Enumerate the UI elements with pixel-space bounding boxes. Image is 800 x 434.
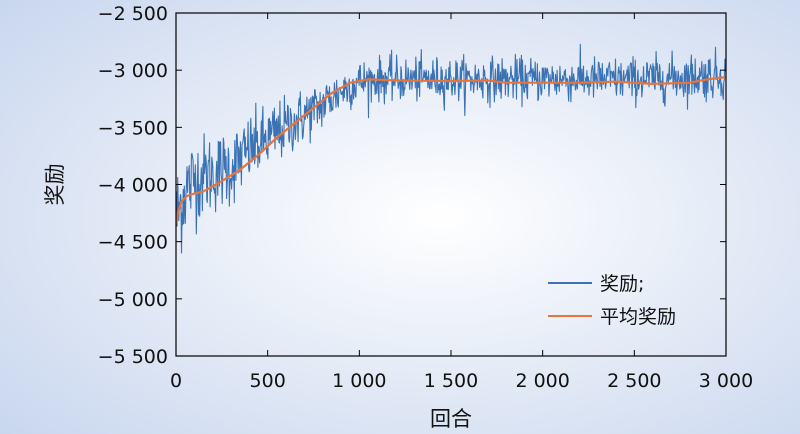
y-tick-label: −3 500 [98,117,168,139]
y-tick-label: −4 500 [98,232,168,254]
y-tick-label: −5 000 [98,289,168,311]
x-tick-label: 2 000 [515,370,569,392]
y-tick-label: −3 000 [98,60,168,82]
series-line-reward [176,43,726,254]
legend-label: 平均奖励 [600,306,676,328]
x-tick-label: 1 000 [332,370,386,392]
y-tick-label: −5 500 [98,346,168,368]
x-axis-ticks: 0 500 1 000 1 500 2 000 2 500 3 000 [170,13,753,392]
series-layer [176,43,726,254]
x-tick-label: 2 500 [607,370,661,392]
x-tick-label: 1 500 [424,370,478,392]
x-tick-label: 0 [170,370,182,392]
y-tick-label: −2 500 [98,3,168,25]
x-tick-label: 3 000 [699,370,753,392]
x-axis-title: 回合 [430,407,472,431]
legend-label: 奖励; [600,273,644,295]
y-axis-title: 奖励 [43,164,67,206]
legend: 奖励; 平均奖励 [548,273,676,328]
y-axis-ticks: −2 500 −3 000 −3 500 −4 000 −4 500 −5 000 −5 5… [98,3,726,368]
x-tick-label: 500 [250,370,286,392]
y-tick-label: −4 000 [98,175,168,197]
series-line-average-reward [176,75,726,225]
